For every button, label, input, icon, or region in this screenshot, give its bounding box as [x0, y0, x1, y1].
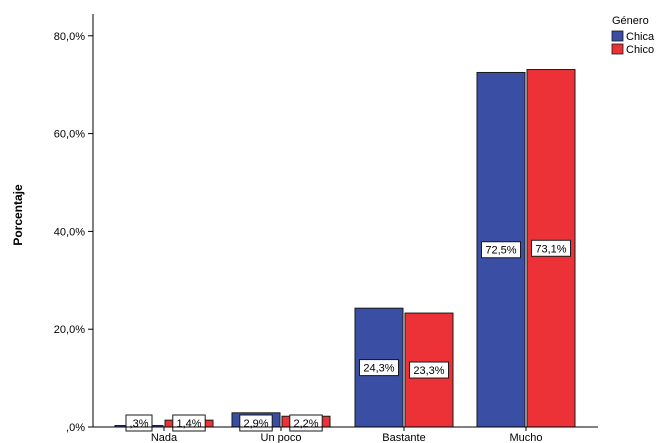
- legend-label-chico: Chico: [626, 44, 654, 56]
- y-tick-label: 80,0%: [54, 31, 85, 43]
- data-label: 24,3%: [363, 363, 394, 375]
- y-axis-title: Porcentaje: [11, 184, 25, 246]
- legend-label-chica: Chica: [626, 31, 655, 43]
- data-label-box: [359, 359, 399, 377]
- data-label-box: [409, 361, 449, 379]
- y-tick-label: ,0%: [66, 422, 85, 434]
- legend-title: Género: [612, 15, 649, 27]
- data-label: 2,9%: [243, 418, 268, 430]
- y-tick-label: 20,0%: [54, 324, 85, 336]
- x-tick-label: Bastante: [382, 432, 425, 443]
- x-tick-label: Un poco: [261, 432, 302, 443]
- data-label: 23,3%: [413, 365, 444, 377]
- y-axis-ticks: ,0% 20,0% 40,0% 60,0% 80,0%: [54, 31, 93, 434]
- y-tick-label: 60,0%: [54, 129, 85, 141]
- data-label: ,3%: [130, 418, 149, 430]
- y-tick-label: 40,0%: [54, 226, 85, 238]
- data-label: 1,4%: [176, 418, 201, 430]
- legend-swatch-chica: [611, 30, 624, 42]
- legend-swatch-chico: [611, 43, 624, 55]
- data-label: 72,5%: [485, 245, 516, 257]
- data-label: 73,1%: [535, 243, 566, 255]
- x-axis-ticks: Nada Un poco Bastante Mucho: [151, 427, 543, 443]
- x-tick-label: Mucho: [509, 432, 542, 443]
- x-tick-label: Nada: [151, 432, 178, 443]
- data-label-box: [531, 239, 571, 257]
- data-label: 2,2%: [293, 418, 318, 430]
- data-label-box: [481, 241, 521, 259]
